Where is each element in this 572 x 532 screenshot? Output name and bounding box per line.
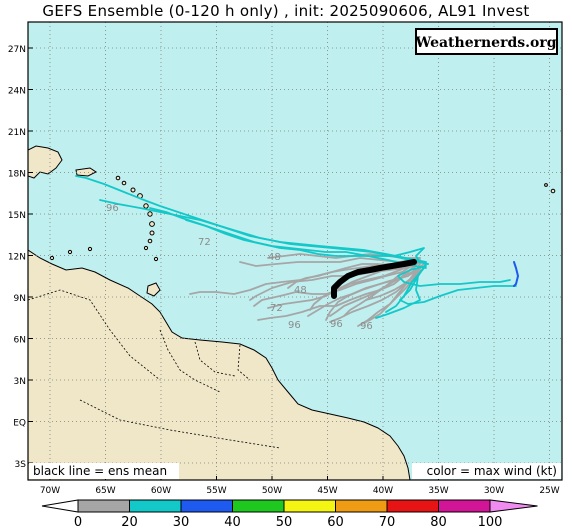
longitude-label: 35W [428,486,448,496]
longitude-label: 25W [539,486,559,496]
ensemble-tracks [75,175,519,327]
colorbar-tick-label: 20 [121,515,138,530]
latitude-label: 21N [8,128,26,138]
latitude-label: EQ [13,419,26,429]
colorbar-tick-label: 80 [430,515,447,530]
latitude-label: 12N [8,253,26,263]
colorbar-tick-label: 30 [173,515,190,530]
colorbar-tick-label: 100 [478,515,503,530]
cape-verde-island [550,188,556,194]
longitude-label: 65W [95,486,115,496]
chart-title: GEFS Ensemble (0-120 h only) , init: 202… [42,2,530,20]
track-hour-label: 96 [360,321,373,332]
axis-labels: 27N 24N 21N 18N 15N 12N 9N 6N 3N EQ 3S 70W 65W 60W 55W… [8,45,560,496]
latitude-label: 15N [8,211,26,221]
longitude-label: 55W [206,486,226,496]
latitude-label: 3S [15,460,27,470]
track-hour-label: 72 [270,303,283,314]
ts-member-tracks [75,175,517,319]
south-america-landmass [28,249,411,480]
latitude-label: 24N [8,87,26,97]
trinidad-island [146,282,161,297]
track-hour-label: 96 [288,320,301,331]
latitude-label: 18N [8,170,26,180]
colorbar-cell [438,499,491,513]
hispaniola-island [28,145,63,179]
longitude-label: 50W [262,486,282,496]
track-hour-label: 72 [198,237,211,248]
footer-right-box: color = max wind (kt) [412,463,561,479]
country-borders [28,289,281,449]
track-hour-label: 48 [294,285,307,296]
puerto-rico-island [75,167,97,177]
colorbar-tick-label: 60 [327,515,344,530]
colorbar-cell [232,499,285,513]
colorbar-cell [386,499,439,513]
colorbar-tick-label: 70 [379,515,396,530]
colorbar-cell [335,499,388,513]
footer-left-text: black line = ens mean [33,464,167,478]
latitude-label: 27N [8,45,26,55]
track-hour-label: 96 [106,203,119,214]
colorbar-cell [129,499,182,513]
footer-left-box: black line = ens mean [29,463,179,479]
longitude-label: 70W [40,486,60,496]
longitude-label: 30W [484,486,504,496]
colorbar-cell [283,499,336,513]
colorbar-cell [77,499,130,513]
colorbar-tick-label: 50 [276,515,293,530]
longitude-label: 60W [151,486,171,496]
colorbar-low-arrow [41,499,79,513]
latitude-label: 9N [14,294,26,304]
cape-verde-island [544,183,548,187]
latitude-label: 3N [14,377,26,387]
strong-member-track [513,261,519,287]
longitude-label: 40W [373,486,393,496]
track-hour-label: 48 [268,252,281,263]
track-hour-label: 96 [330,319,343,330]
footer-right-text: color = max wind (kt) [427,464,557,478]
colorbar-cell [489,499,538,513]
plot-border [27,21,563,481]
ensemble-mean-track [331,259,417,299]
colorbar-tick-label: 0 [74,515,82,530]
wind-colorbar: 0 20 30 40 50 60 70 80 100 [41,499,538,530]
longitude-label: 45W [317,486,337,496]
latitude-label: 6N [14,336,26,346]
watermark-text: Weathernerds.org [415,35,557,51]
watermark-box: Weathernerds.org [415,28,558,55]
colorbar-tick-label: 40 [224,515,241,530]
colorbar-cell [180,499,233,513]
